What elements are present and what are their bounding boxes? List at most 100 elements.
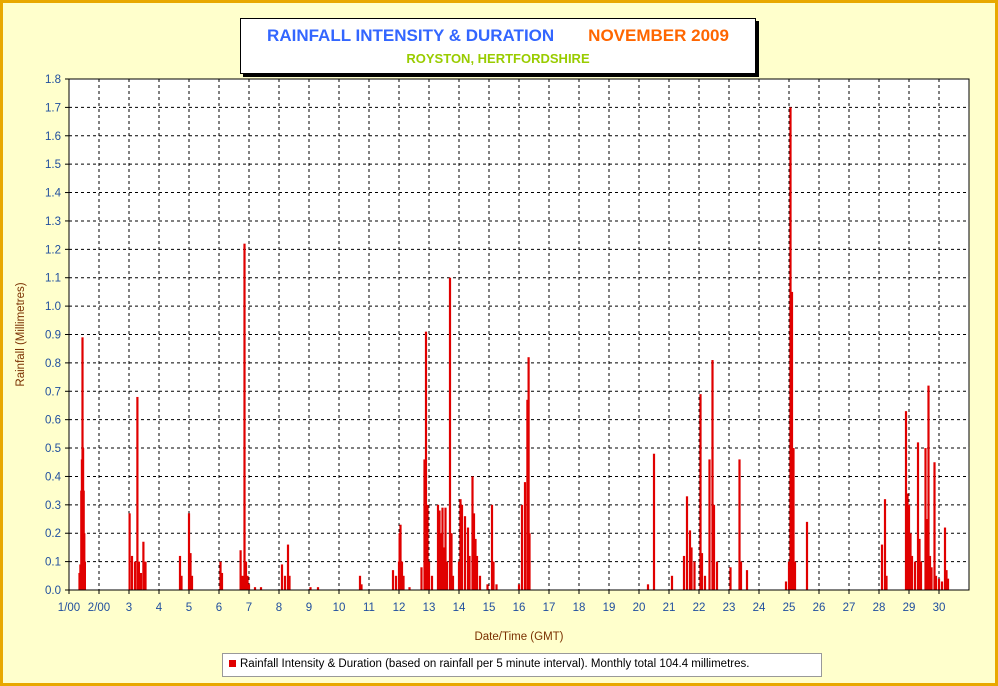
rain-bar xyxy=(517,584,521,590)
rain-bar xyxy=(130,555,134,590)
rain-bar xyxy=(360,584,363,590)
rain-bar xyxy=(450,533,453,590)
y-tick-label: 0.8 xyxy=(45,358,61,370)
rain-bar xyxy=(646,584,650,590)
rain-bar xyxy=(408,587,411,590)
rain-bar xyxy=(919,561,923,590)
x-tick-label: 18 xyxy=(573,602,586,614)
rain-bar xyxy=(399,524,402,590)
rain-bar xyxy=(910,555,914,590)
rain-bar xyxy=(259,587,263,590)
rain-bar xyxy=(880,544,884,590)
x-tick-label: 20 xyxy=(633,602,646,614)
rain-bar xyxy=(400,561,404,590)
y-tick-label: 1.1 xyxy=(45,273,61,285)
rain-bar xyxy=(789,107,792,590)
rain-bar xyxy=(136,396,139,590)
rain-bar xyxy=(940,581,944,590)
rain-bar xyxy=(394,575,398,590)
x-tick-label: 26 xyxy=(813,602,826,614)
legend-text: Rainfall Intensity & Duration (based on … xyxy=(240,658,750,670)
x-tick-label: 15 xyxy=(483,602,496,614)
rain-bar xyxy=(280,564,284,590)
rain-bar xyxy=(288,575,291,590)
rain-bar xyxy=(137,561,140,590)
rain-bar xyxy=(424,331,428,590)
rain-bar xyxy=(444,507,447,590)
rain-bar xyxy=(423,459,426,590)
rain-bar xyxy=(451,575,455,590)
x-tick-label: 6 xyxy=(216,602,222,614)
rain-bar xyxy=(495,584,498,590)
rain-bar xyxy=(246,575,249,590)
rain-bar xyxy=(189,553,192,590)
rain-bar xyxy=(708,459,711,590)
x-tick-label: 10 xyxy=(333,602,346,614)
rain-bar xyxy=(478,575,482,590)
rain-bar xyxy=(139,572,143,590)
rain-bar xyxy=(712,504,716,590)
y-tick-label: 1.8 xyxy=(45,74,61,86)
y-axis-label: Rainfall (Millimetres) xyxy=(15,282,27,386)
rain-bar xyxy=(427,561,431,590)
rain-bar xyxy=(178,555,182,590)
rain-bar xyxy=(439,533,443,590)
rain-bar xyxy=(528,533,531,590)
rain-bar xyxy=(928,555,932,590)
rain-bar xyxy=(690,547,693,590)
y-tick-label: 1.4 xyxy=(45,188,62,200)
x-tick-label: 11 xyxy=(363,602,375,614)
rain-bar xyxy=(738,459,741,590)
x-tick-label: 30 xyxy=(933,602,946,614)
x-tick-label: 16 xyxy=(513,602,526,614)
chart-title-month: NOVEMBER 2009 xyxy=(588,26,729,45)
rain-bar xyxy=(527,357,530,590)
rain-bar xyxy=(924,448,927,590)
y-tick-label: 1.5 xyxy=(45,159,61,171)
x-tick-label: 7 xyxy=(246,602,252,614)
x-axis-label: Date/Time (GMT) xyxy=(474,631,563,643)
rain-bar xyxy=(913,561,917,590)
y-tick-label: 0.1 xyxy=(45,557,61,569)
rain-bar xyxy=(787,561,791,590)
rain-bar xyxy=(946,578,950,590)
rain-bar xyxy=(219,561,222,590)
rain-bar xyxy=(430,575,434,590)
rain-bar xyxy=(133,561,137,590)
rain-bar xyxy=(283,575,287,590)
y-tick-label: 0.5 xyxy=(45,443,61,455)
rain-bar xyxy=(241,575,244,590)
x-tick-label: 4 xyxy=(156,602,163,614)
chart-title: RAINFALL INTENSITY & DURATION xyxy=(267,26,555,45)
rain-bar xyxy=(220,572,224,590)
chart-title-box: RAINFALL INTENSITY & DURATION NOVEMBER 20… xyxy=(240,18,756,74)
rain-bar xyxy=(436,504,440,590)
x-tick-label: 22 xyxy=(693,602,706,614)
rain-bar xyxy=(739,561,743,590)
x-tick-label: 1/00 xyxy=(58,602,80,614)
y-tick-label: 1.0 xyxy=(45,301,61,313)
rain-bar xyxy=(793,561,797,590)
rain-bar xyxy=(391,570,395,590)
x-tick-label: 12 xyxy=(393,602,406,614)
rain-bar xyxy=(309,587,312,590)
rain-bar xyxy=(438,510,441,590)
x-tick-label: 3 xyxy=(126,602,132,614)
rain-bar xyxy=(420,567,423,590)
x-tick-label: 29 xyxy=(903,602,916,614)
x-tick-label: 2/00 xyxy=(88,602,110,614)
rain-bar xyxy=(239,550,242,590)
y-tick-label: 1.6 xyxy=(45,131,61,143)
rain-bar xyxy=(784,581,788,590)
y-tick-label: 0.0 xyxy=(45,585,61,597)
rain-bar xyxy=(190,575,194,590)
rain-bar xyxy=(907,504,911,590)
x-tick-label: 19 xyxy=(603,602,616,614)
rain-bar xyxy=(445,561,449,590)
rain-bar xyxy=(426,504,429,590)
rain-bar xyxy=(934,575,938,590)
rain-bar xyxy=(682,555,686,590)
plot-border xyxy=(68,78,970,591)
x-tick-label: 9 xyxy=(306,602,312,614)
